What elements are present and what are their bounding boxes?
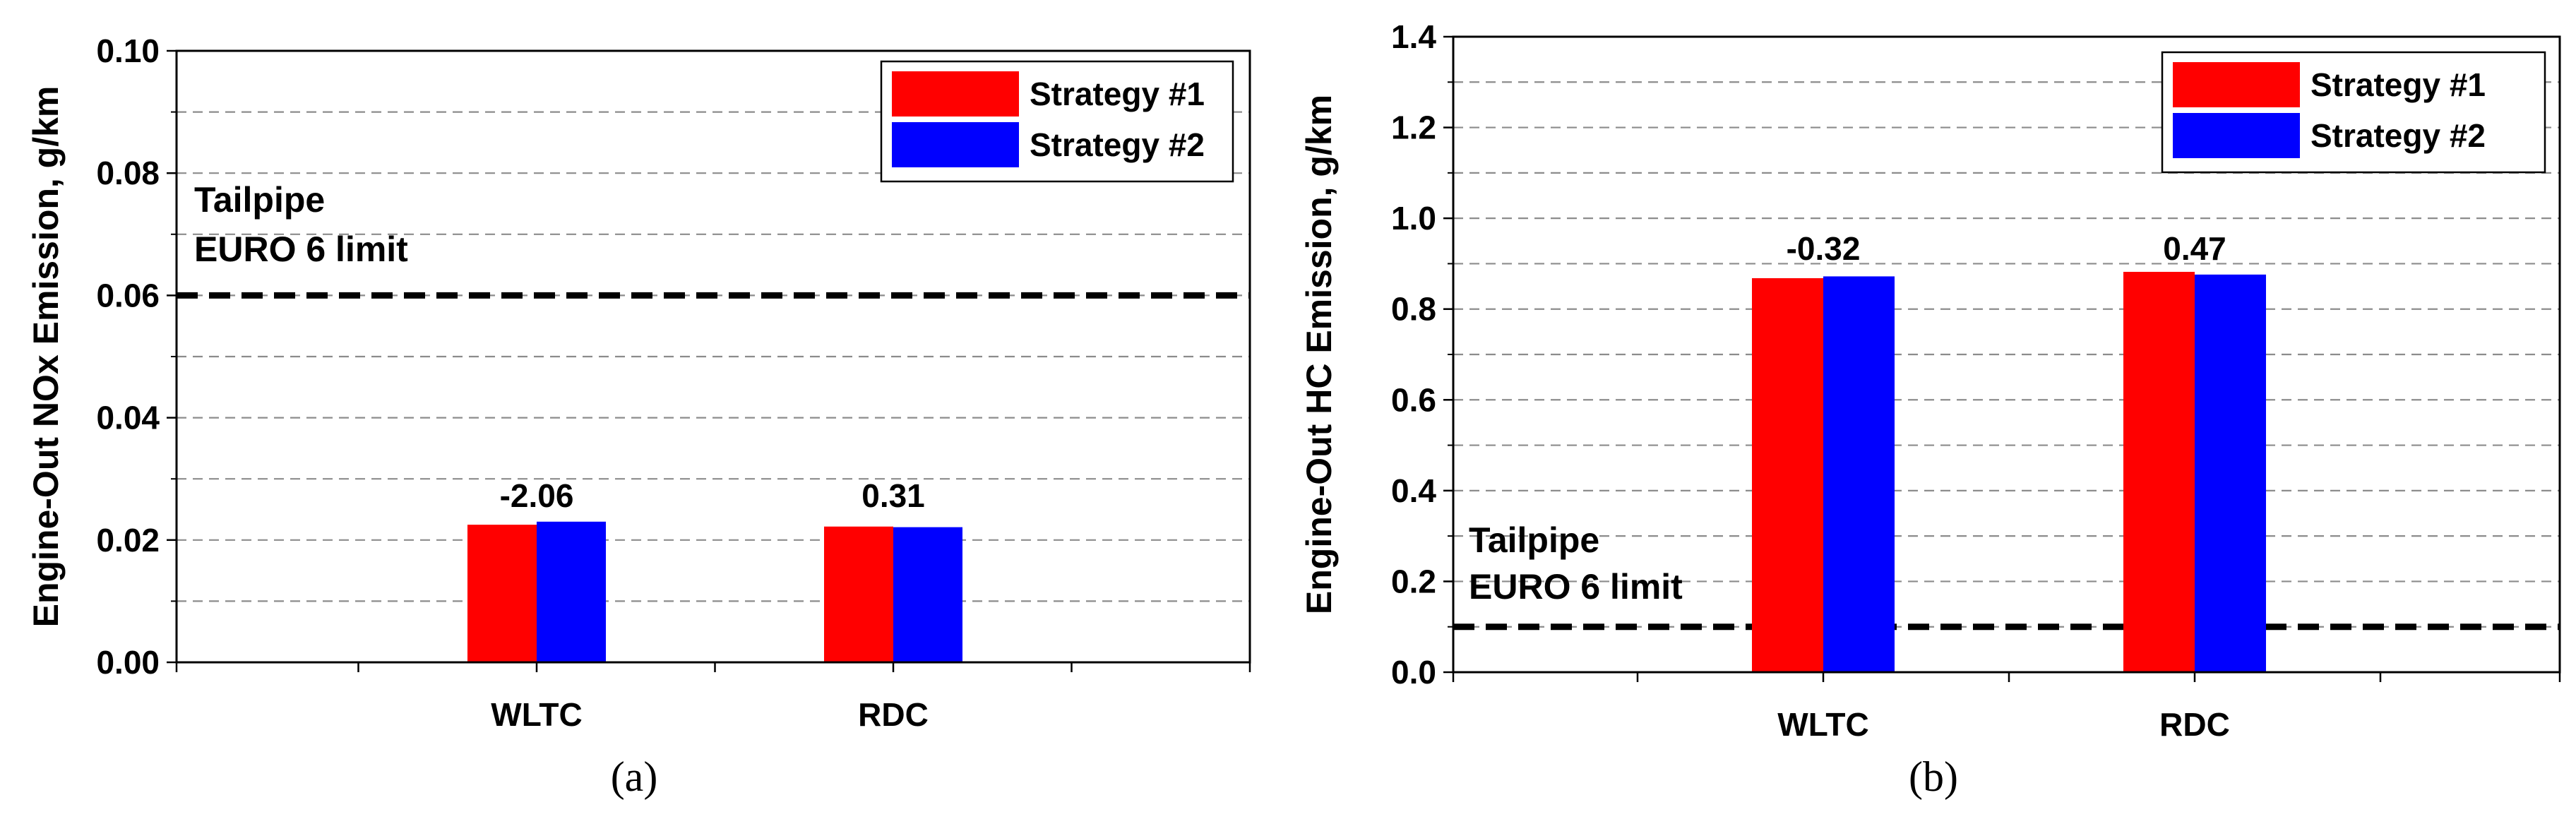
bar-rdc-series-2: [2195, 274, 2266, 672]
legend-label: Strategy #2: [1030, 126, 1205, 163]
y-tick-label: 0.04: [96, 400, 160, 436]
limit-label-line1: Tailpipe: [1469, 520, 1599, 560]
y-tick-label: 0.0: [1391, 654, 1436, 691]
panel-label: (a): [611, 753, 658, 800]
plot-frame: [175, 49, 1251, 664]
legend-swatch-series-2: [892, 122, 1019, 167]
y-tick-label: 1.2: [1391, 109, 1436, 146]
y-tick-label: 1.4: [1391, 18, 1436, 55]
legend: Strategy #1 Strategy #2: [2161, 51, 2546, 174]
data-label: -0.32: [1787, 230, 1861, 267]
limit-label-line2: EURO 6 limit: [1469, 567, 1683, 607]
legend-label: Strategy #2: [2310, 117, 2486, 154]
x-tick-label: RDC: [2159, 706, 2230, 743]
chart-panel-b: Tailpipe EURO 6 limit -0.32 WLTC 0.47 RDC 0.0 0…: [1299, 18, 2561, 800]
data-label: 0.31: [861, 477, 925, 514]
limit-label-line1: Tailpipe: [194, 180, 325, 220]
legend-label: Strategy #1: [1030, 76, 1205, 112]
y-tick-label: 0.08: [96, 155, 160, 191]
x-tick-label: WLTC: [1777, 706, 1868, 743]
data-label: -2.06: [500, 477, 574, 514]
panel-label: (b): [1909, 753, 1958, 800]
legend-swatch-series-1: [892, 71, 1019, 117]
plot-frame: [1452, 35, 2561, 674]
bar-rdc-series-1: [824, 526, 893, 662]
y-tick-label: 0.2: [1391, 563, 1436, 599]
chart-panel-a: Tailpipe EURO 6 limit -2.06 WLTC 0.31 RDC 0.00…: [26, 32, 1251, 800]
y-tick-label: 0.00: [96, 644, 160, 681]
y-tick-label: 0.8: [1391, 291, 1436, 328]
y-tick-label: 0.4: [1391, 472, 1436, 509]
x-tick-label: RDC: [858, 696, 929, 733]
y-tick-label: 0.6: [1391, 381, 1436, 418]
bar-wltc-series-1: [467, 525, 537, 662]
bar-rdc-series-1: [2123, 272, 2195, 672]
y-tick-label: 1.0: [1391, 200, 1436, 237]
limit-label-line2: EURO 6 limit: [194, 229, 408, 269]
y-tick-label: 0.06: [96, 277, 160, 314]
bar-wltc-series-2: [1823, 276, 1895, 672]
y-tick-label: 0.10: [96, 32, 160, 69]
y-axis-title: Engine-Out NOx Emission, g/km: [26, 86, 66, 628]
legend: Strategy #1 Strategy #2: [880, 60, 1234, 183]
x-tick-label: WLTC: [491, 696, 582, 733]
legend-swatch-series-1: [2173, 62, 2300, 107]
legend-swatch-series-2: [2173, 113, 2300, 158]
bar-wltc-series-2: [537, 521, 606, 662]
bar-wltc-series-1: [1752, 278, 1823, 672]
legend-label: Strategy #1: [2310, 66, 2486, 103]
y-tick-label: 0.02: [96, 522, 160, 559]
y-axis-title: Engine-Out HC Emission, g/km: [1299, 95, 1339, 614]
bar-rdc-series-2: [893, 527, 962, 662]
data-label: 0.47: [2163, 230, 2226, 267]
